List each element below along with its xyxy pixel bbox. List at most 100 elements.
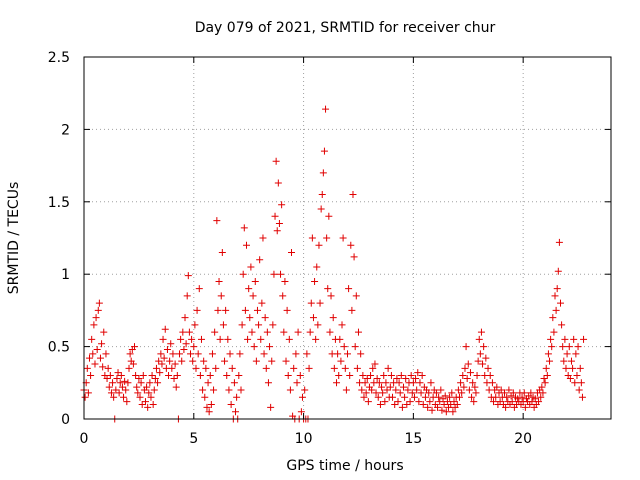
data-point bbox=[107, 389, 115, 397]
y-axis-title: SRMTID / TECUs bbox=[6, 182, 22, 295]
data-point bbox=[120, 393, 128, 401]
data-point bbox=[172, 383, 180, 391]
chart-title: Day 079 of 2021, SRMTID for receiver chu… bbox=[195, 20, 496, 36]
plot-frame bbox=[83, 56, 612, 420]
data-point bbox=[280, 328, 288, 336]
data-point bbox=[103, 374, 111, 382]
data-point bbox=[275, 220, 283, 228]
data-point bbox=[203, 403, 211, 411]
data-point bbox=[486, 372, 494, 380]
data-point bbox=[147, 393, 155, 401]
data-point bbox=[305, 364, 313, 372]
data-point bbox=[272, 157, 280, 165]
data-point bbox=[418, 372, 426, 380]
data-point bbox=[118, 383, 126, 391]
data-point bbox=[378, 383, 386, 391]
data-point bbox=[296, 372, 304, 380]
data-point bbox=[403, 401, 411, 409]
data-point bbox=[457, 379, 465, 387]
data-point bbox=[251, 277, 259, 285]
data-point bbox=[386, 383, 394, 391]
data-point bbox=[462, 343, 470, 351]
data-point bbox=[223, 372, 231, 380]
data-point bbox=[197, 335, 205, 343]
data-point bbox=[94, 306, 102, 314]
data-point bbox=[141, 398, 149, 406]
data-point bbox=[247, 263, 255, 271]
data-point bbox=[572, 350, 580, 358]
data-point bbox=[105, 383, 113, 391]
data-point bbox=[571, 379, 579, 387]
data-point bbox=[190, 343, 198, 351]
data-point bbox=[288, 248, 296, 256]
data-point bbox=[528, 398, 536, 406]
data-point bbox=[246, 314, 254, 322]
data-point bbox=[546, 357, 554, 365]
data-point bbox=[195, 285, 203, 293]
data-point bbox=[540, 374, 548, 382]
data-point bbox=[125, 364, 133, 372]
data-point bbox=[351, 343, 359, 351]
data-point bbox=[89, 350, 97, 358]
data-point bbox=[303, 350, 311, 358]
data-point bbox=[83, 364, 91, 372]
data-point bbox=[159, 335, 167, 343]
data-point bbox=[285, 335, 293, 343]
x-tick-label: 5 bbox=[189, 431, 198, 447]
data-point bbox=[193, 306, 201, 314]
data-point bbox=[566, 374, 574, 382]
data-point bbox=[216, 335, 224, 343]
x-tick-label: 0 bbox=[80, 431, 89, 447]
data-point bbox=[369, 364, 377, 372]
data-point bbox=[502, 403, 510, 411]
data-point bbox=[133, 383, 141, 391]
data-point bbox=[357, 350, 365, 358]
data-point bbox=[192, 364, 200, 372]
data-point bbox=[419, 401, 427, 409]
data-point bbox=[266, 343, 274, 351]
data-point bbox=[239, 270, 247, 278]
data-point bbox=[168, 364, 176, 372]
data-point bbox=[205, 408, 213, 416]
data-point bbox=[144, 403, 152, 411]
data-point bbox=[334, 350, 342, 358]
data-point bbox=[340, 343, 348, 351]
data-point bbox=[150, 386, 158, 394]
data-point bbox=[574, 343, 582, 351]
data-point bbox=[298, 393, 306, 401]
data-point bbox=[87, 372, 95, 380]
data-point bbox=[350, 253, 358, 261]
data-point bbox=[474, 357, 482, 365]
data-point bbox=[194, 350, 202, 358]
data-point bbox=[241, 306, 249, 314]
data-point bbox=[326, 328, 334, 336]
data-point bbox=[360, 393, 368, 401]
data-point bbox=[100, 328, 108, 336]
data-point bbox=[354, 328, 362, 336]
data-point bbox=[313, 263, 321, 271]
data-point bbox=[96, 354, 104, 362]
data-point bbox=[421, 393, 429, 401]
data-point bbox=[551, 292, 559, 300]
data-point bbox=[248, 328, 256, 336]
data-point bbox=[338, 321, 346, 329]
data-point bbox=[117, 372, 125, 380]
data-point bbox=[293, 379, 301, 387]
data-point bbox=[449, 408, 457, 416]
data-point bbox=[257, 335, 265, 343]
data-point bbox=[301, 386, 309, 394]
data-point bbox=[560, 357, 568, 365]
data-point bbox=[116, 379, 124, 387]
data-point bbox=[424, 403, 432, 411]
data-point bbox=[531, 395, 539, 403]
data-point bbox=[264, 379, 272, 387]
data-point bbox=[252, 357, 260, 365]
x-tick-label: 15 bbox=[404, 431, 422, 447]
data-point bbox=[404, 386, 412, 394]
data-point bbox=[221, 357, 229, 365]
data-point bbox=[228, 364, 236, 372]
data-point bbox=[307, 299, 315, 307]
data-point bbox=[214, 306, 222, 314]
data-point bbox=[311, 277, 319, 285]
